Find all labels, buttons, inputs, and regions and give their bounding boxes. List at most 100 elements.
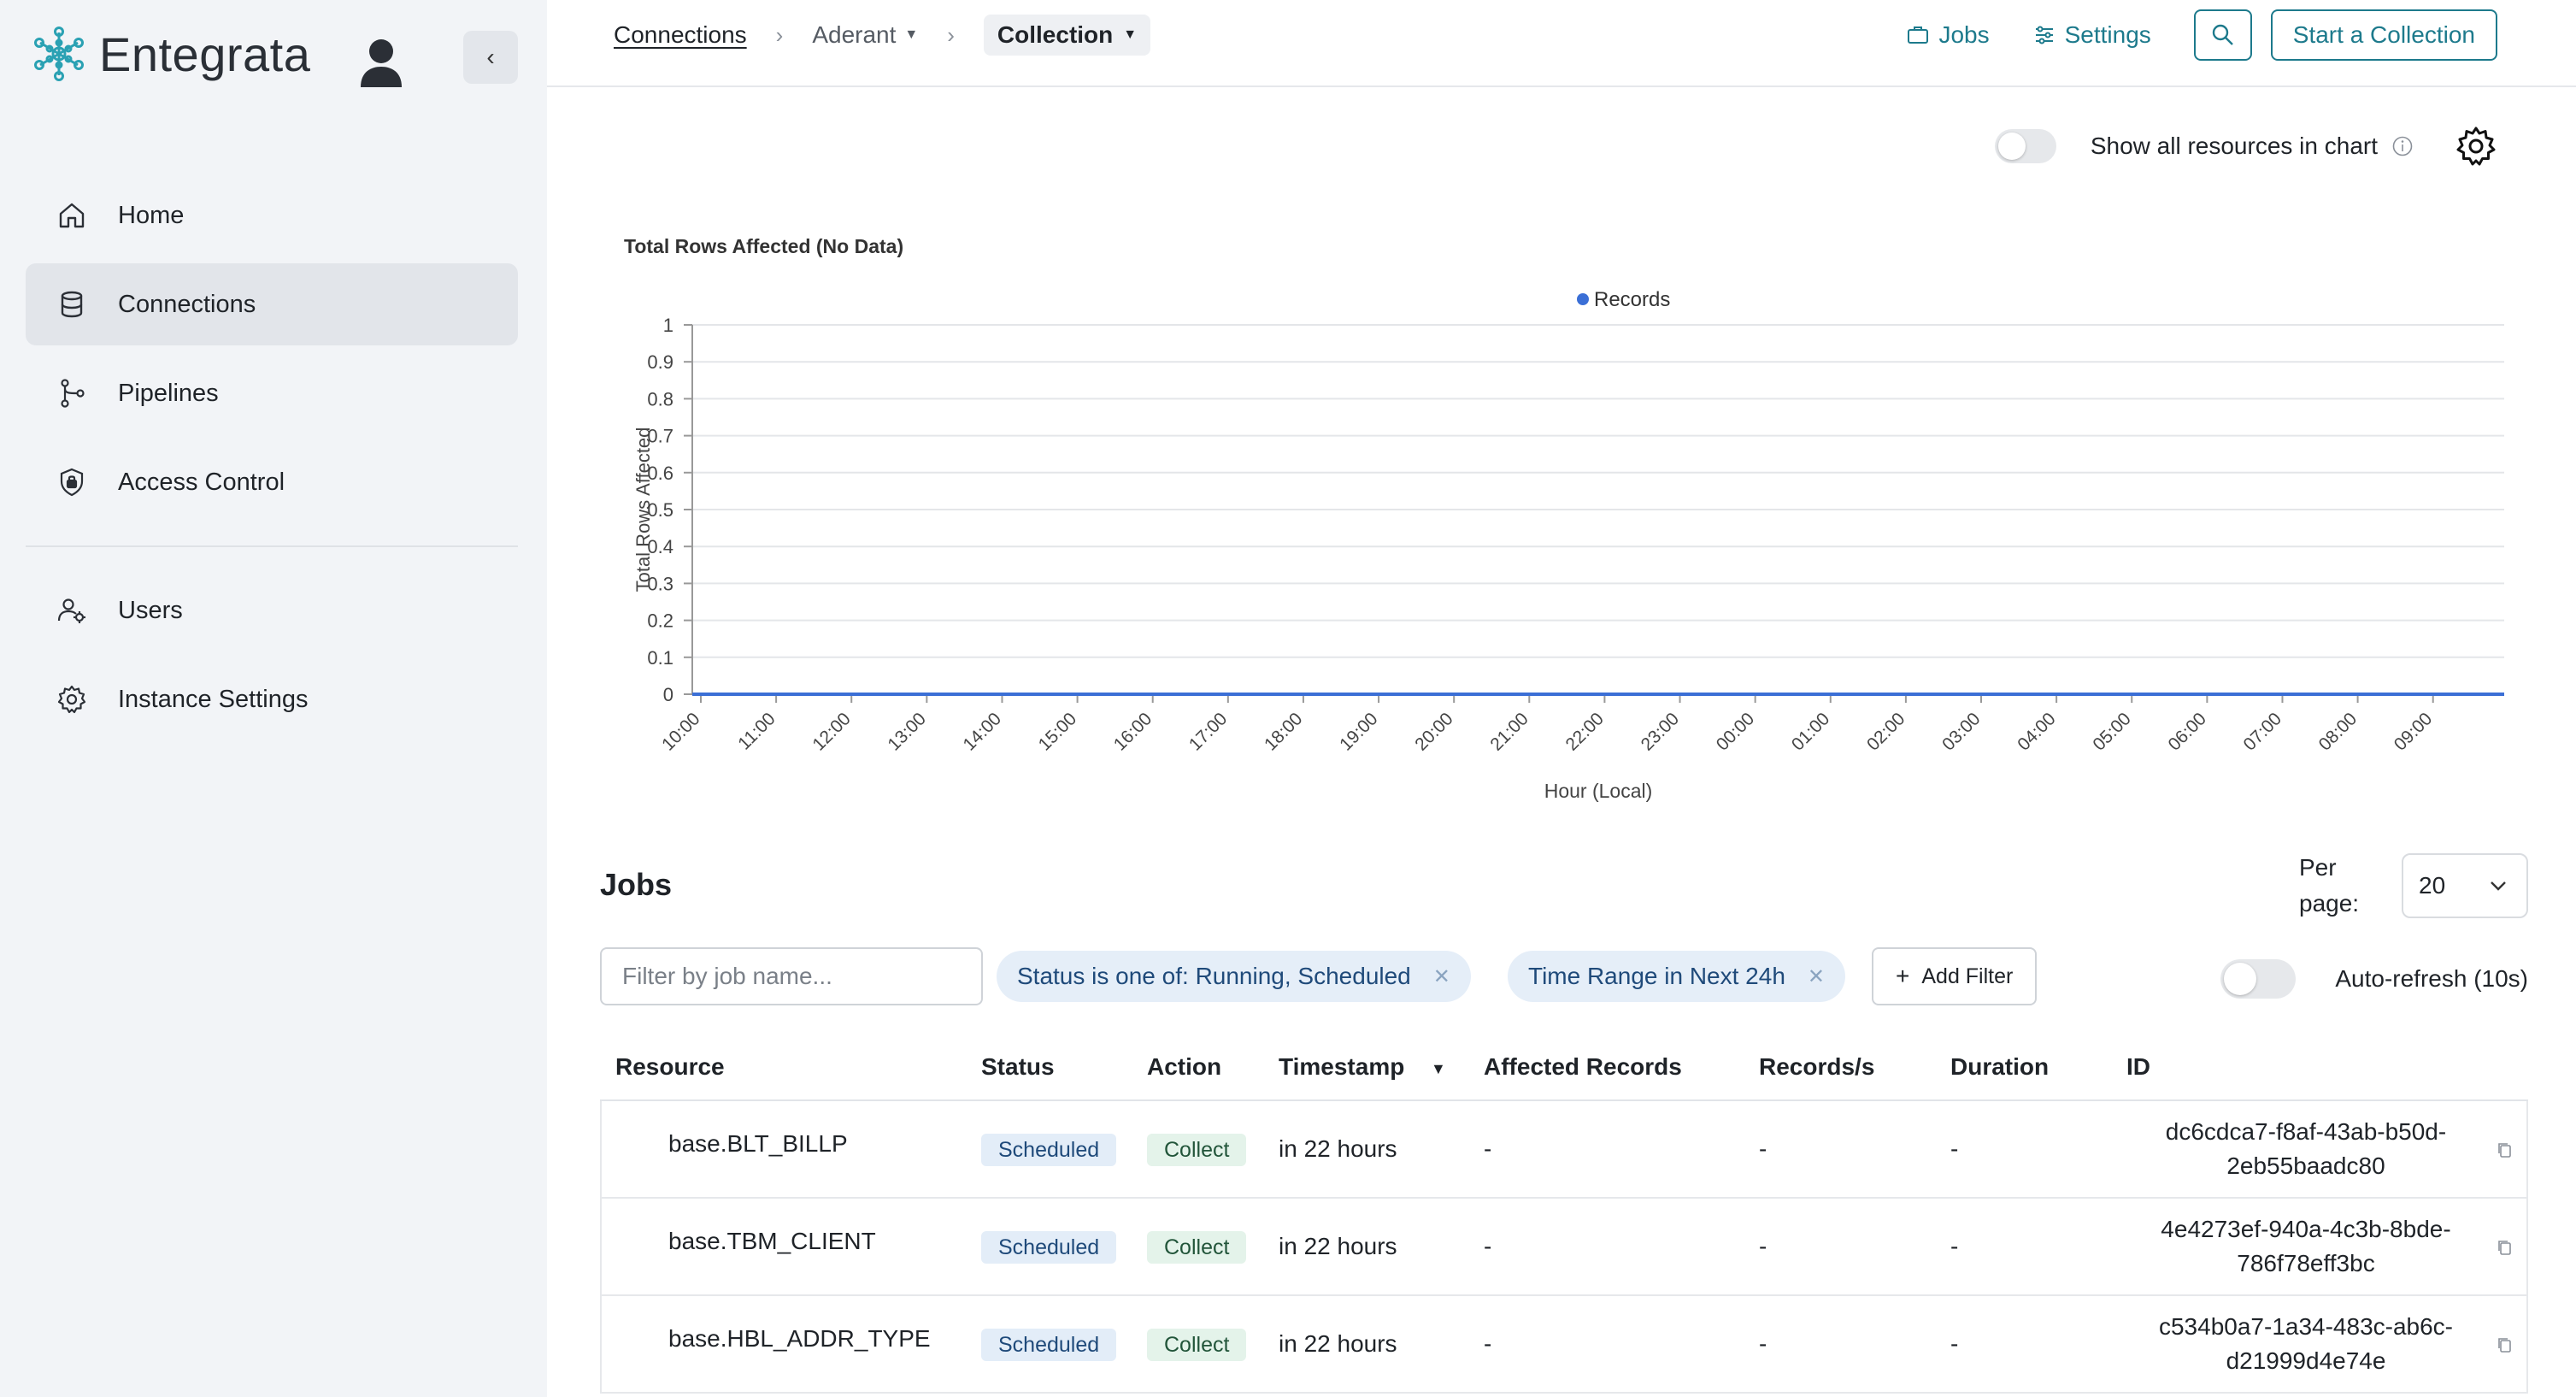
x-axis-label: Hour (Local)	[1544, 780, 1653, 802]
briefcase-icon	[1908, 27, 1929, 44]
breadcrumb-separator-icon: ›	[775, 21, 784, 48]
x-tick-label: 11:00	[734, 709, 779, 753]
chart-settings-gear-icon[interactable]	[2455, 125, 2497, 168]
duration-cell: -	[1950, 1233, 1959, 1259]
x-tick-label: 00:00	[1713, 709, 1758, 754]
sidebar: Entegrata ‹ Home Connections Pipelines A…	[0, 0, 547, 1397]
gear-icon	[57, 685, 86, 714]
column-header-resource[interactable]: Resource	[615, 1053, 725, 1080]
info-icon[interactable]	[2391, 135, 2414, 157]
user-avatar-icon[interactable]	[359, 38, 403, 89]
id-line-1: dc6cdca7-f8af-43ab-b50d-	[2165, 1118, 2447, 1145]
id-line-2: 2eb55baadc80	[2226, 1152, 2385, 1179]
caret-down-icon: ▼	[1123, 27, 1138, 42]
per-page-label-text: Per page:	[2299, 854, 2360, 917]
action-badge: Collect	[1147, 1231, 1247, 1264]
x-tick-label: 21:00	[1486, 709, 1532, 754]
timestamp-cell: in 22 hours	[1279, 1330, 1397, 1357]
y-tick-label: 1	[663, 315, 673, 336]
id-line-1: c534b0a7-1a34-483c-ab6c-	[2158, 1313, 2454, 1340]
table-row[interactable]: base.HBL_ADDR_TYPE Scheduled Collect in …	[600, 1296, 2528, 1394]
sidebar-item-users[interactable]: Users	[26, 569, 518, 651]
y-tick-label: 0.7	[647, 426, 673, 447]
y-tick-label: 0.2	[647, 610, 673, 632]
per-page-label: Per page:	[2299, 850, 2385, 922]
breadcrumb-aderant-dropdown[interactable]: Aderant ▼	[812, 21, 918, 49]
column-header-duration[interactable]: Duration	[1950, 1053, 2050, 1080]
y-tick-label: 0	[663, 684, 673, 705]
show-all-resources-label: Show all resources in chart	[2090, 133, 2378, 159]
sidebar-item-label: Home	[118, 201, 185, 229]
brand[interactable]: Entegrata	[31, 26, 310, 82]
copy-icon[interactable]	[2496, 1141, 2514, 1159]
auto-refresh-label: Auto-refresh (10s)	[2335, 965, 2528, 992]
sidebar-item-instance-settings[interactable]: Instance Settings	[26, 658, 518, 740]
y-tick-label: 0.6	[647, 463, 673, 484]
job-name-filter-input[interactable]	[600, 947, 983, 1005]
resource-cell[interactable]: base.BLT_BILLP	[668, 1130, 848, 1157]
sort-desc-icon[interactable]: ▼	[1431, 1060, 1446, 1077]
top-bar: Connections › Aderant ▼ › Collection ▼ J…	[547, 0, 2576, 87]
search-icon	[2212, 24, 2233, 45]
sidebar-item-access-control[interactable]: Access Control	[26, 441, 518, 523]
id-line-2: 786f78eff3bc	[2237, 1250, 2375, 1276]
y-tick-label: 0.3	[647, 573, 673, 594]
show-all-resources-toggle[interactable]	[1994, 129, 2056, 163]
start-collection-button[interactable]: Start a Collection	[2270, 9, 2497, 61]
x-tick-label: 14:00	[960, 709, 1005, 754]
x-tick-label: 10:00	[658, 709, 703, 754]
remove-filter-icon[interactable]: ✕	[1807, 964, 1825, 988]
table-row[interactable]: base.BLT_BILLP Scheduled Collect in 22 h…	[600, 1101, 2528, 1199]
auto-refresh-toggle[interactable]	[2220, 959, 2297, 999]
resource-cell[interactable]: base.TBM_CLIENT	[668, 1228, 876, 1254]
action-badge: Collect	[1147, 1134, 1247, 1166]
affected-records-cell: -	[1484, 1135, 1492, 1162]
status-badge: Scheduled	[981, 1134, 1117, 1166]
home-icon	[59, 203, 85, 228]
duration-cell: -	[1950, 1330, 1959, 1357]
column-header-records-per-second[interactable]: Records/s	[1759, 1053, 1875, 1080]
database-icon	[61, 291, 83, 318]
search-button[interactable]	[2193, 9, 2252, 61]
add-filter-button[interactable]: + Add Filter	[1872, 947, 2038, 1005]
legend-label: Records	[1594, 288, 1670, 311]
time-range-filter-chip[interactable]: Time Range in Next 24h ✕	[1508, 951, 1845, 1002]
snowflake-logo-icon	[34, 27, 84, 81]
jobs-link[interactable]: Jobs	[1906, 21, 1990, 49]
users-icon	[57, 598, 85, 623]
column-header-timestamp[interactable]: Timestamp	[1279, 1053, 1405, 1080]
x-tick-label: 02:00	[1863, 709, 1908, 754]
status-filter-chip-label: Status is one of: Running, Scheduled	[1017, 963, 1411, 989]
status-filter-chip[interactable]: Status is one of: Running, Scheduled ✕	[997, 951, 1471, 1002]
copy-icon[interactable]	[2496, 1335, 2514, 1354]
id-cell: c534b0a7-1a34-483c-ab6c- d21999d4e74e	[2126, 1310, 2485, 1378]
column-header-affected-records[interactable]: Affected Records	[1484, 1053, 1682, 1080]
status-badge: Scheduled	[981, 1231, 1117, 1264]
settings-link[interactable]: Settings	[2032, 21, 2151, 49]
y-tick-label: 0.9	[647, 351, 673, 373]
id-cell: dc6cdca7-f8af-43ab-b50d- 2eb55baadc80	[2126, 1115, 2485, 1183]
sidebar-item-home[interactable]: Home	[26, 174, 518, 256]
pipeline-icon	[61, 379, 85, 408]
x-tick-label: 15:00	[1035, 709, 1080, 754]
collapse-sidebar-button[interactable]: ‹	[463, 31, 518, 84]
x-tick-label: 13:00	[884, 709, 929, 754]
resource-cell[interactable]: base.HBL_ADDR_TYPE	[668, 1325, 931, 1352]
column-header-action[interactable]: Action	[1147, 1053, 1222, 1080]
caret-down-icon: ▼	[904, 27, 919, 42]
sidebar-item-pipelines[interactable]: Pipelines	[26, 352, 518, 434]
x-tick-label: 08:00	[2315, 709, 2361, 754]
x-tick-label: 19:00	[1336, 709, 1381, 754]
table-row[interactable]: base.TBM_CLIENT Scheduled Collect in 22 …	[600, 1199, 2528, 1296]
sidebar-item-label: Connections	[118, 290, 256, 318]
column-header-id[interactable]: ID	[2126, 1053, 2150, 1080]
breadcrumb-collection-dropdown[interactable]: Collection ▼	[983, 15, 1151, 56]
action-badge: Collect	[1147, 1329, 1247, 1361]
copy-icon[interactable]	[2496, 1238, 2514, 1257]
column-header-status[interactable]: Status	[981, 1053, 1055, 1080]
remove-filter-icon[interactable]: ✕	[1432, 964, 1450, 988]
breadcrumb-connections-link[interactable]: Connections	[614, 21, 747, 48]
per-page-select[interactable]: 20	[2402, 853, 2528, 918]
jobs-table: Resource Status Action Timestamp ▼ Affec…	[600, 1034, 2528, 1394]
sidebar-item-connections[interactable]: Connections	[26, 263, 518, 345]
